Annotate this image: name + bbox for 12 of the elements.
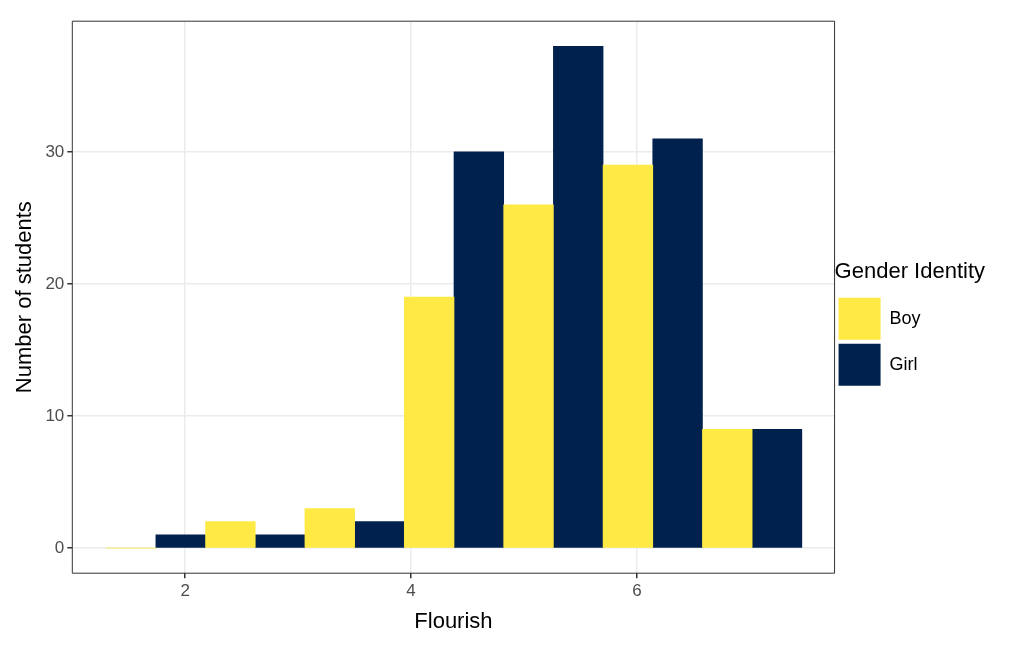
legend-title: Gender Identity bbox=[834, 258, 986, 284]
y-tick-label: 10 bbox=[45, 405, 65, 425]
x-axis-title: Flourish bbox=[414, 607, 493, 633]
y-tick-label: 20 bbox=[45, 273, 65, 293]
x-tick-label: 2 bbox=[180, 581, 190, 601]
x-tick-label: 6 bbox=[632, 581, 642, 601]
y-tick-label: 30 bbox=[45, 141, 65, 161]
legend-label: Girl bbox=[889, 353, 918, 374]
y-axis-title: Number of students bbox=[11, 201, 37, 394]
x-tick-label: 4 bbox=[406, 581, 416, 601]
legend-label: Boy bbox=[889, 307, 921, 328]
y-tick-label: 0 bbox=[54, 537, 65, 557]
